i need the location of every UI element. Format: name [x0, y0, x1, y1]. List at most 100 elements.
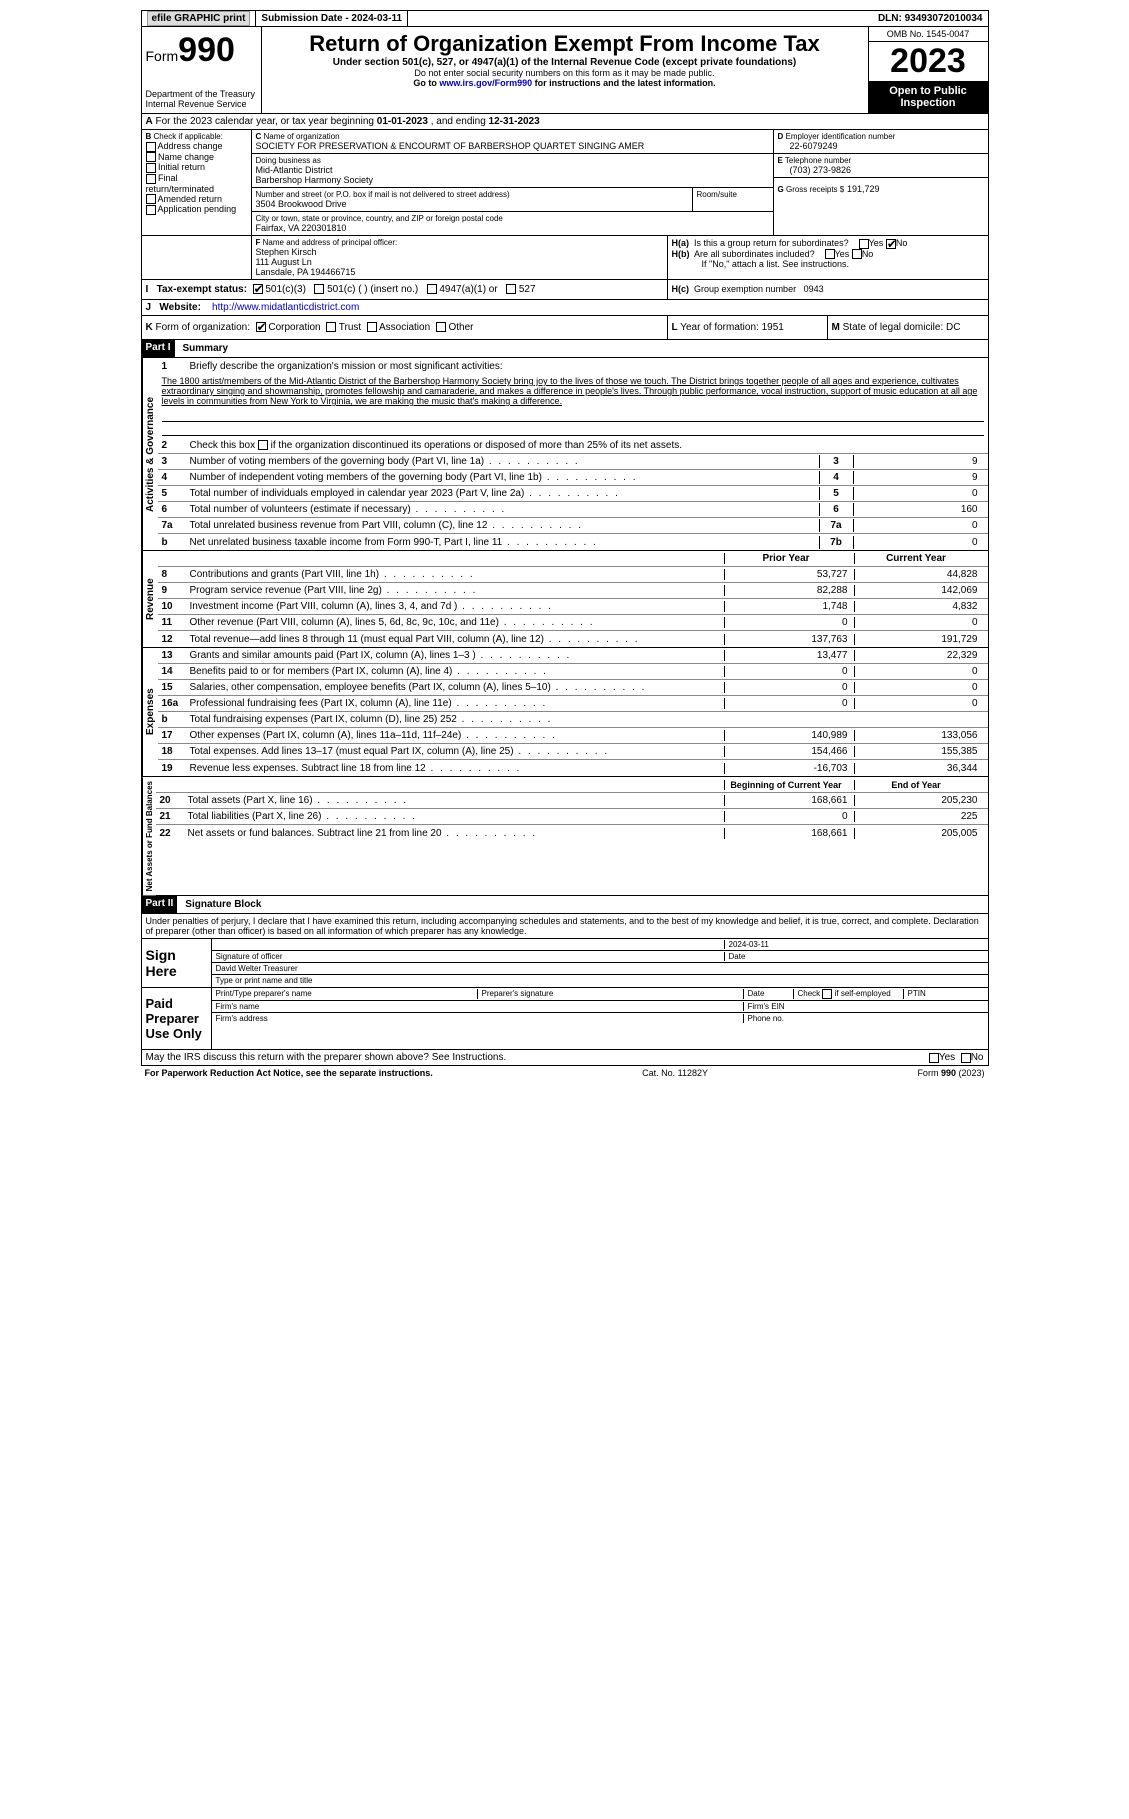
vert-expenses: Expenses — [142, 648, 158, 776]
block-fh: F Name and address of principal officer:… — [141, 236, 989, 280]
i-label: Tax-exempt status: — [157, 284, 247, 295]
checkbox-app-pending[interactable] — [146, 205, 156, 215]
ptin-label: PTIN — [904, 989, 984, 999]
street-label: Number and street (or P.O. box if mail i… — [256, 190, 688, 199]
sig-type-label: Type or print name and title — [216, 976, 313, 985]
officer-addr1: 111 August Ln — [256, 257, 663, 267]
i-4947[interactable] — [427, 284, 437, 294]
checkbox-address-change[interactable] — [146, 142, 156, 152]
col-prior: Prior Year — [724, 553, 854, 564]
k-opt-3: Other — [449, 322, 474, 333]
discuss-row: May the IRS discuss this return with the… — [141, 1050, 989, 1066]
part2-title: Signature Block — [177, 896, 269, 913]
k-trust[interactable] — [326, 322, 336, 332]
k-assoc[interactable] — [367, 322, 377, 332]
firm-addr-label: Firm's address — [216, 1014, 744, 1023]
city: Fairfax, VA 220301810 — [256, 223, 769, 233]
block-i: I Tax-exempt status: 501(c)(3) 501(c) ( … — [141, 280, 989, 300]
no-label: No — [896, 238, 908, 248]
date-label: Date — [724, 952, 984, 961]
i-527[interactable] — [506, 284, 516, 294]
no-label-2: No — [862, 249, 874, 259]
omb-number: OMB No. 1545-0047 — [869, 27, 988, 42]
part1-label: Part I — [142, 340, 175, 357]
i-opt-1: 501(c) ( ) (insert no.) — [327, 284, 418, 295]
i-opt-0: 501(c)(3) — [265, 284, 306, 295]
dba-label: Doing business as — [256, 156, 769, 165]
pra-notice: For Paperwork Reduction Act Notice, see … — [145, 1068, 433, 1078]
l-label: Year of formation: — [680, 322, 759, 333]
line2-checkbox[interactable] — [258, 440, 268, 450]
hb-yes[interactable] — [825, 249, 835, 259]
checkbox-initial-return[interactable] — [146, 163, 156, 173]
telephone: (703) 273-9826 — [778, 165, 984, 175]
discuss-yes-label: Yes — [939, 1052, 955, 1063]
city-label: City or town, state or province, country… — [256, 214, 769, 223]
hc-label: Group exemption number — [694, 284, 796, 294]
i-501c3[interactable] — [253, 284, 263, 294]
firm-ein-label: Firm's EIN — [744, 1002, 984, 1011]
c-name-label: Name of organization — [264, 132, 340, 141]
self-employed-checkbox[interactable] — [822, 989, 832, 999]
line1-label: Briefly describe the organization's miss… — [190, 361, 984, 372]
footer-form-pre: Form — [917, 1068, 941, 1078]
ha-no[interactable] — [886, 239, 896, 249]
form-word: Form — [146, 48, 179, 64]
sig-date: 2024-03-11 — [724, 940, 984, 949]
sig-name: David Welter Treasurer — [216, 964, 298, 973]
a-end: 12-31-2023 — [489, 116, 540, 127]
b-opt-5: Application pending — [158, 204, 237, 214]
subtitle-1: Under section 501(c), 527, or 4947(a)(1)… — [266, 57, 864, 68]
k-opt-2: Association — [379, 322, 430, 333]
firm-name-label: Firm's name — [216, 1002, 744, 1011]
paid-preparer-block: Paid Preparer Use Only Print/Type prepar… — [141, 988, 989, 1050]
checkbox-name-change[interactable] — [146, 152, 156, 162]
line2-text: Check this box — [190, 440, 258, 451]
k-corp[interactable] — [256, 322, 266, 332]
e-label: Telephone number — [785, 156, 851, 165]
discuss-no-label: No — [971, 1052, 984, 1063]
checkbox-amended[interactable] — [146, 194, 156, 204]
i-opt-3: 527 — [519, 284, 536, 295]
website-link[interactable]: http://www.midatlanticdistrict.com — [212, 302, 359, 313]
department: Department of the Treasury Internal Reve… — [146, 89, 257, 109]
block-klm: K Form of organization: Corporation Trus… — [141, 316, 989, 340]
subdate: 2024-03-11 — [351, 13, 402, 24]
b-opt-3: Final return/terminated — [146, 173, 215, 194]
hb-no[interactable] — [852, 249, 862, 259]
top-bar: efile GRAPHIC print Submission Date - 20… — [141, 10, 989, 27]
firm-phone-label: Phone no. — [744, 1014, 984, 1023]
ha-yes[interactable] — [859, 239, 869, 249]
part2-label: Part II — [142, 896, 178, 913]
checkbox-final-return[interactable] — [146, 174, 156, 184]
efile-button[interactable]: efile GRAPHIC print — [147, 11, 251, 26]
i-501c[interactable] — [314, 284, 324, 294]
dba-1: Mid-Atlantic District — [256, 165, 769, 175]
section-defg: D Employer identification number 22-6079… — [773, 130, 988, 235]
b-opt-4: Amended return — [158, 194, 223, 204]
k-other[interactable] — [436, 322, 446, 332]
discuss-yes[interactable] — [929, 1053, 939, 1063]
sig-officer-label: Signature of officer — [216, 952, 283, 961]
form-header: Form990 Department of the Treasury Inter… — [141, 27, 989, 114]
part1-revenue: Revenue Prior YearCurrent Year 8Contribu… — [141, 551, 989, 648]
k-label: Form of organization: — [156, 322, 251, 333]
instructions-link[interactable]: www.irs.gov/Form990 — [439, 78, 532, 88]
part1-header-row: Part I Summary — [141, 340, 989, 358]
room-label: Room/suite — [697, 190, 769, 199]
hb-label: Are all subordinates included? — [694, 249, 815, 259]
hc-val: 0943 — [804, 284, 824, 294]
cat-no: Cat. No. 11282Y — [642, 1068, 708, 1078]
b-opt-1: Name change — [158, 152, 214, 162]
hb-note: If "No," attach a list. See instructions… — [672, 259, 984, 269]
yes-label: Yes — [869, 238, 884, 248]
mission-text: The 1800 artist/members of the Mid-Atlan… — [158, 374, 988, 408]
declaration-text: Under penalties of perjury, I declare th… — [142, 914, 988, 938]
m-val: DC — [946, 322, 960, 333]
b-opt-2: Initial return — [158, 162, 205, 172]
goto-post: for instructions and the latest informat… — [532, 78, 716, 88]
discuss-no[interactable] — [961, 1053, 971, 1063]
k-opt-0: Corporation — [268, 322, 320, 333]
discuss-text: May the IRS discuss this return with the… — [142, 1050, 925, 1065]
vert-governance: Activities & Governance — [142, 358, 158, 550]
